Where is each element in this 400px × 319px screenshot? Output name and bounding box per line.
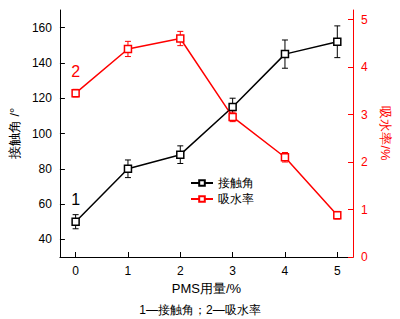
svg-text:PMS用量/%: PMS用量/%: [172, 281, 242, 296]
svg-text:1: 1: [361, 203, 368, 217]
svg-text:3: 3: [361, 108, 368, 122]
svg-text:80: 80: [39, 162, 53, 176]
svg-text:40: 40: [39, 232, 53, 246]
svg-text:接触角 /°: 接触角 /°: [7, 108, 22, 159]
svg-text:1—接触角；2—吸水率: 1—接触角；2—吸水率: [139, 303, 260, 317]
svg-text:1: 1: [125, 264, 132, 278]
svg-text:5: 5: [334, 264, 341, 278]
svg-text:0: 0: [361, 250, 368, 264]
svg-text:吸水率: 吸水率: [218, 192, 254, 206]
svg-text:接触角: 接触角: [218, 176, 254, 190]
svg-text:140: 140: [32, 56, 52, 70]
svg-text:0: 0: [72, 264, 79, 278]
svg-text:3: 3: [229, 264, 236, 278]
svg-text:4: 4: [282, 264, 289, 278]
svg-text:2: 2: [71, 63, 80, 80]
svg-text:4: 4: [361, 60, 368, 74]
svg-text:2: 2: [177, 264, 184, 278]
svg-text:100: 100: [32, 127, 52, 141]
svg-text:2: 2: [361, 155, 368, 169]
svg-text:5: 5: [361, 13, 368, 27]
svg-text:60: 60: [39, 197, 53, 211]
svg-text:吸水率/%: 吸水率/%: [378, 106, 393, 161]
svg-text:1: 1: [71, 191, 80, 208]
svg-text:160: 160: [32, 21, 52, 35]
svg-text:120: 120: [32, 91, 52, 105]
